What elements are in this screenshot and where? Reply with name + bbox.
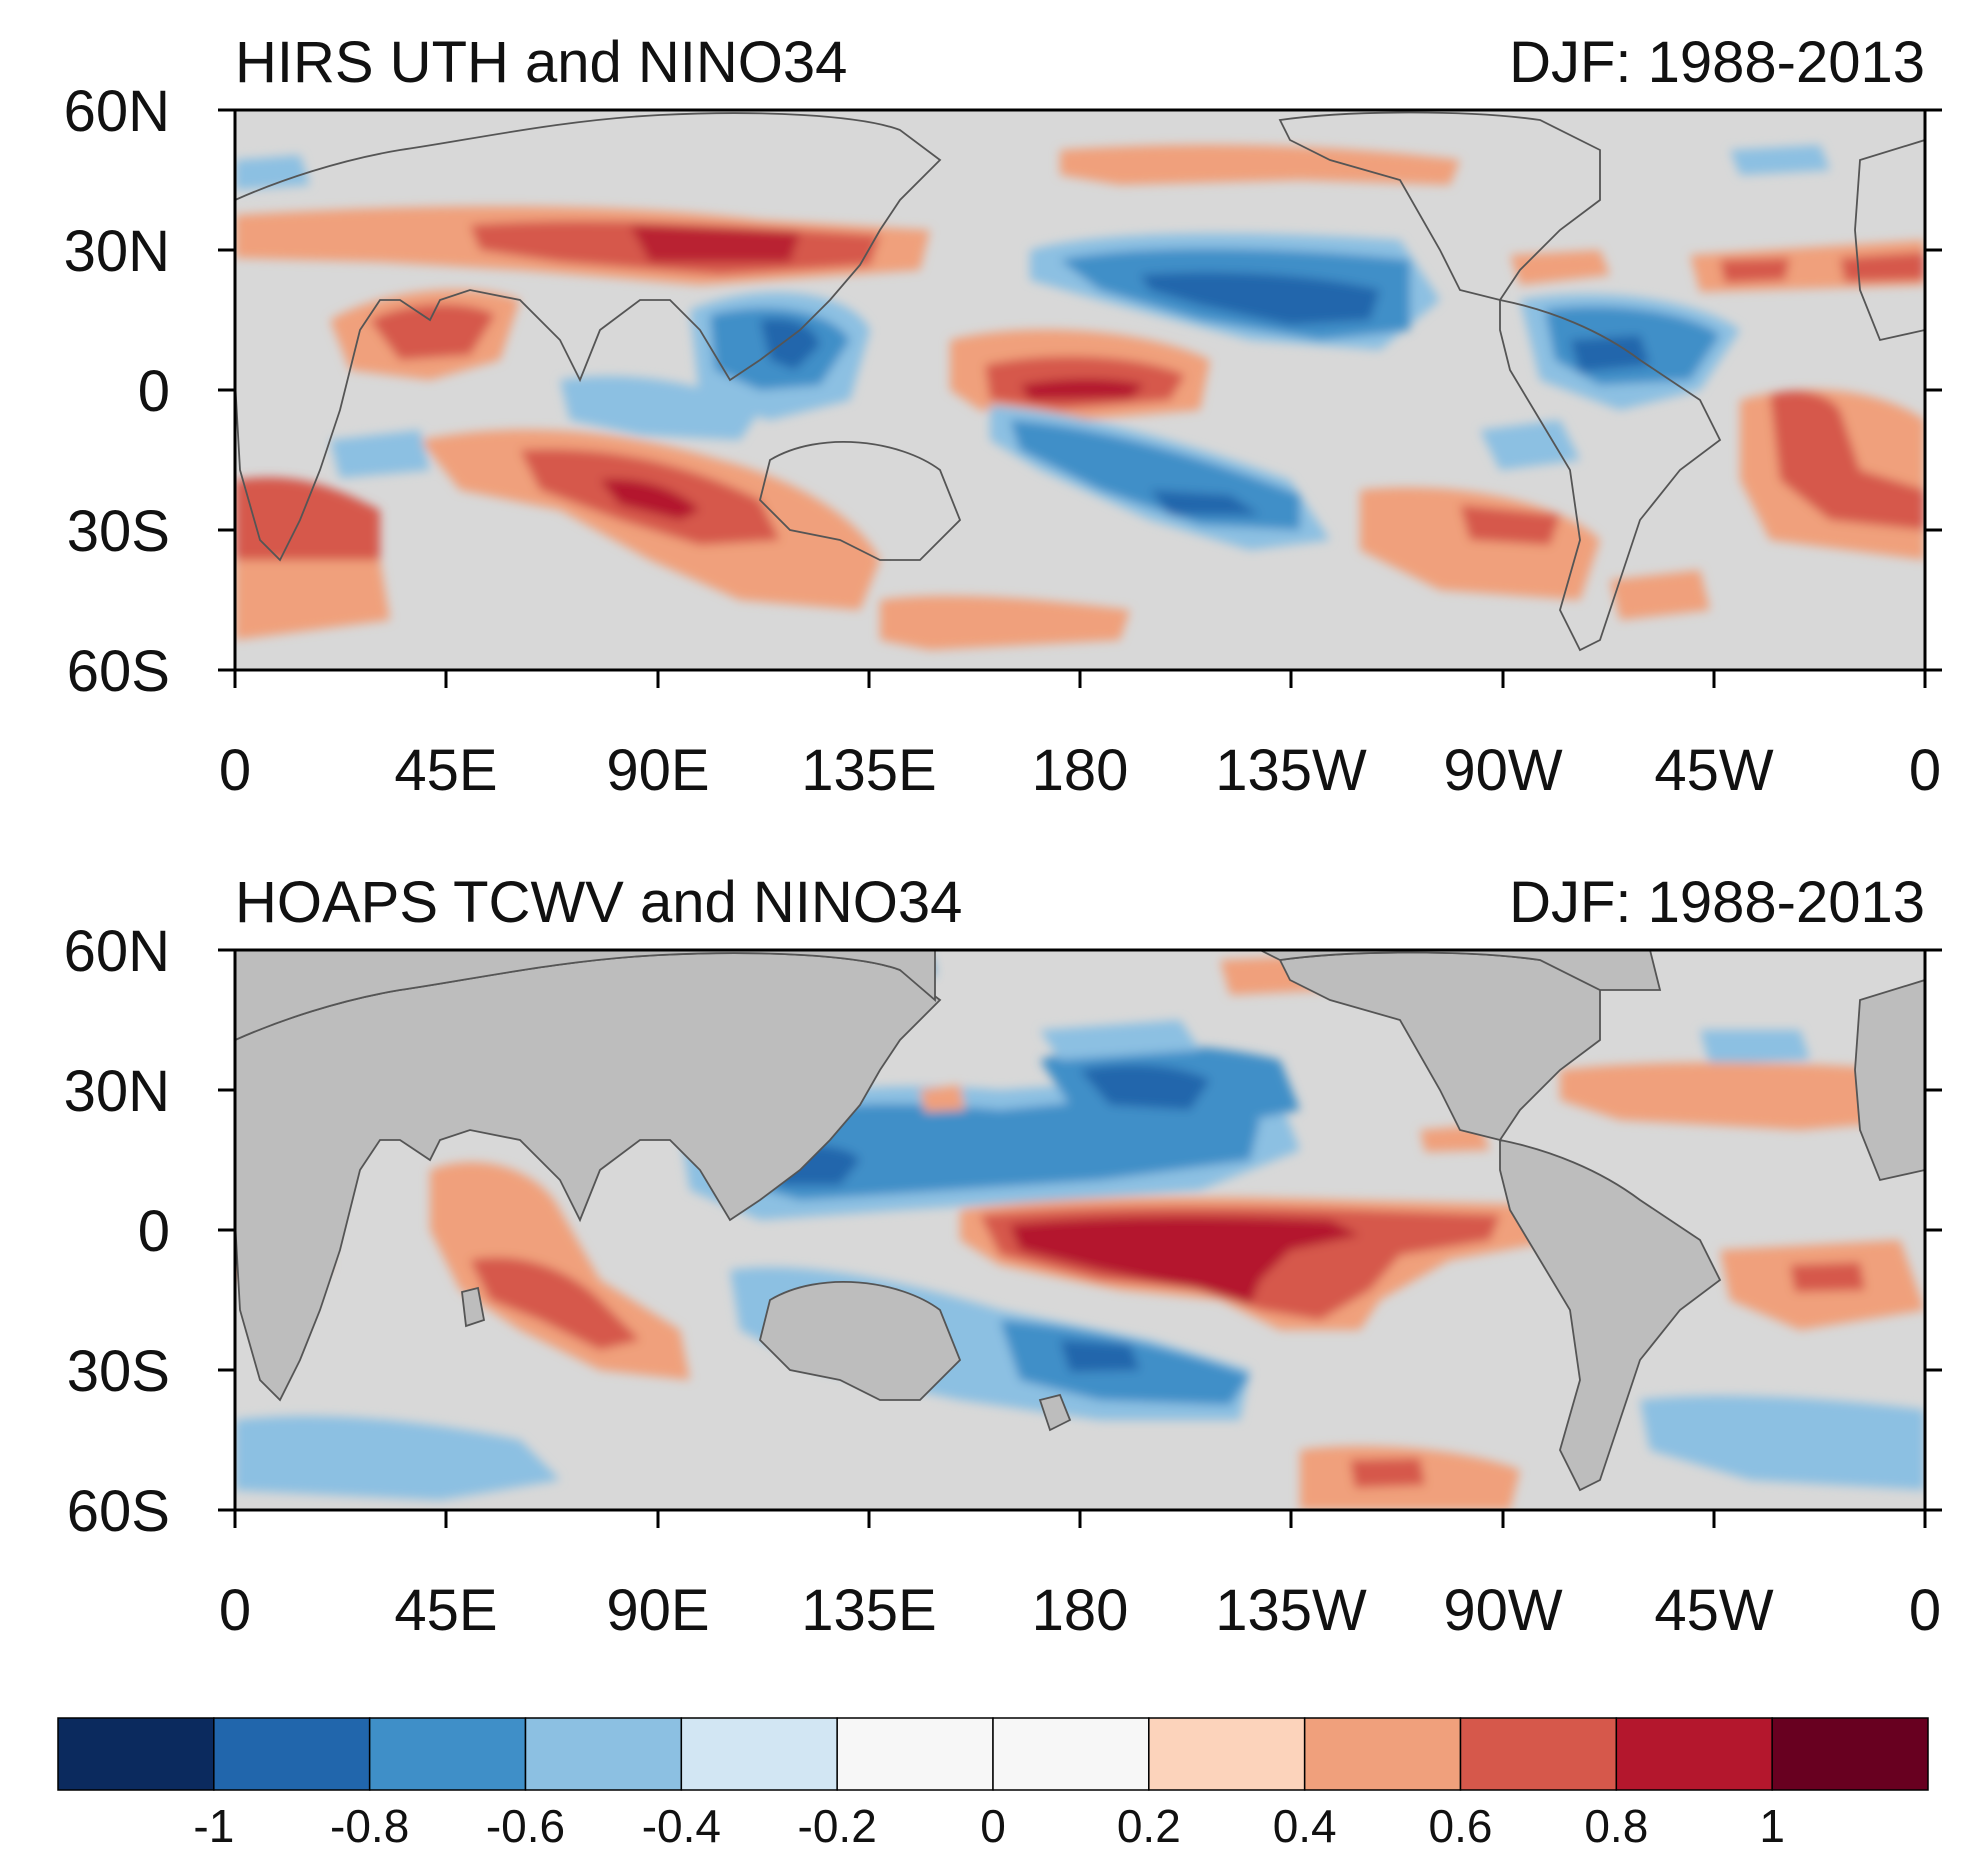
- colorbar-label: 0: [980, 1800, 1006, 1852]
- colorbar: -1 -0.8 -0.6 -0.4 -0.2 0 0.2 0.4 0.6 0.8 1: [57, 1717, 1929, 1852]
- panel-uth-title: HIRS UTH and NINO34: [235, 30, 847, 95]
- panel-tcwv-lat-axis: 60N 30N 0 30S 60S: [64, 919, 1942, 1544]
- lon-label: 135W: [1215, 738, 1367, 803]
- panel-uth: HIRS UTH and NINO34 DJF: 1988-2013: [64, 30, 1942, 803]
- panel-uth-field: [235, 110, 1925, 670]
- lat-label: 30S: [67, 499, 170, 564]
- panel-tcwv-land: [235, 950, 1925, 1492]
- lon-label: 0: [1909, 1578, 1941, 1643]
- colorbar-swatch: [1459, 1717, 1618, 1791]
- lon-label: 135E: [801, 1578, 936, 1643]
- lat-label: 30N: [64, 1059, 170, 1124]
- lon-label: 45E: [394, 1578, 497, 1643]
- panel-uth-anomalies: [235, 144, 1925, 650]
- lat-label: 60S: [67, 639, 170, 704]
- colorbar-swatch: [57, 1717, 215, 1791]
- lat-label: 60N: [64, 79, 170, 144]
- colorbar-swatch: [213, 1717, 371, 1791]
- lon-label: 45W: [1654, 738, 1774, 803]
- colorbar-label: -0.8: [330, 1800, 409, 1852]
- lon-label: 90W: [1443, 1578, 1563, 1643]
- lat-label: 0: [138, 359, 170, 424]
- lon-label: 0: [219, 1578, 251, 1643]
- panel-uth-lon-axis: 0 45E 90E 135E 180 135W 90W 45W 0: [219, 670, 1941, 803]
- lon-label: 180: [1032, 1578, 1129, 1643]
- colorbar-label: -0.6: [486, 1800, 565, 1852]
- colorbar-swatch: [1303, 1717, 1462, 1791]
- panel-tcwv-lon-axis: 0 45E 90E 135E 180 135W 90W 45W 0: [219, 1510, 1941, 1643]
- colorbar-swatch: [680, 1717, 838, 1791]
- colorbar-swatch: [1615, 1717, 1773, 1791]
- colorbar-label: -0.2: [798, 1800, 877, 1852]
- lat-label: 60N: [64, 919, 170, 984]
- colorbar-label: 1: [1759, 1800, 1785, 1852]
- colorbar-label: 0.2: [1117, 1800, 1181, 1852]
- lon-label: 90E: [606, 738, 709, 803]
- panel-uth-coastlines: [235, 111, 1925, 652]
- panel-tcwv-title: HOAPS TCWV and NINO34: [235, 870, 962, 935]
- lon-label: 45W: [1654, 1578, 1774, 1643]
- lon-label: 90W: [1443, 738, 1563, 803]
- colorbar-swatch: [368, 1717, 527, 1791]
- panel-tcwv-season: DJF: 1988-2013: [1509, 870, 1925, 935]
- lon-label: 90E: [606, 1578, 709, 1643]
- lat-label: 30N: [64, 219, 170, 284]
- panel-uth-season: DJF: 1988-2013: [1509, 30, 1925, 95]
- lon-label: 0: [1909, 738, 1941, 803]
- colorbar-label: -1: [193, 1800, 234, 1852]
- lat-label: 30S: [67, 1339, 170, 1404]
- panel-tcwv-field: [235, 950, 1925, 1510]
- colorbar-swatch: [992, 1717, 1150, 1791]
- colorbar-swatch: [1148, 1717, 1306, 1791]
- colorbar-swatch: [1771, 1717, 1929, 1791]
- lon-label: 45E: [394, 738, 497, 803]
- lon-label: 0: [219, 738, 251, 803]
- colorbar-label: -0.4: [642, 1800, 721, 1852]
- lat-label: 0: [138, 1199, 170, 1264]
- lon-label: 135W: [1215, 1578, 1367, 1643]
- panel-tcwv: HOAPS TCWV and NINO34 DJF: 1988-2013: [64, 870, 1942, 1643]
- colorbar-label: 0.4: [1273, 1800, 1337, 1852]
- colorbar-swatch: [524, 1717, 683, 1791]
- lon-label: 135E: [801, 738, 936, 803]
- panel-uth-lat-axis: 60N 30N 0 30S 60S: [64, 79, 1942, 704]
- lat-label: 60S: [67, 1479, 170, 1544]
- colorbar-label: 0.8: [1584, 1800, 1648, 1852]
- lon-label: 180: [1032, 738, 1129, 803]
- colorbar-label: 0.6: [1429, 1800, 1493, 1852]
- colorbar-swatch: [836, 1717, 994, 1791]
